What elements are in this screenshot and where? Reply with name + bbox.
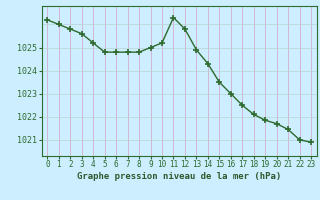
X-axis label: Graphe pression niveau de la mer (hPa): Graphe pression niveau de la mer (hPa): [77, 172, 281, 181]
